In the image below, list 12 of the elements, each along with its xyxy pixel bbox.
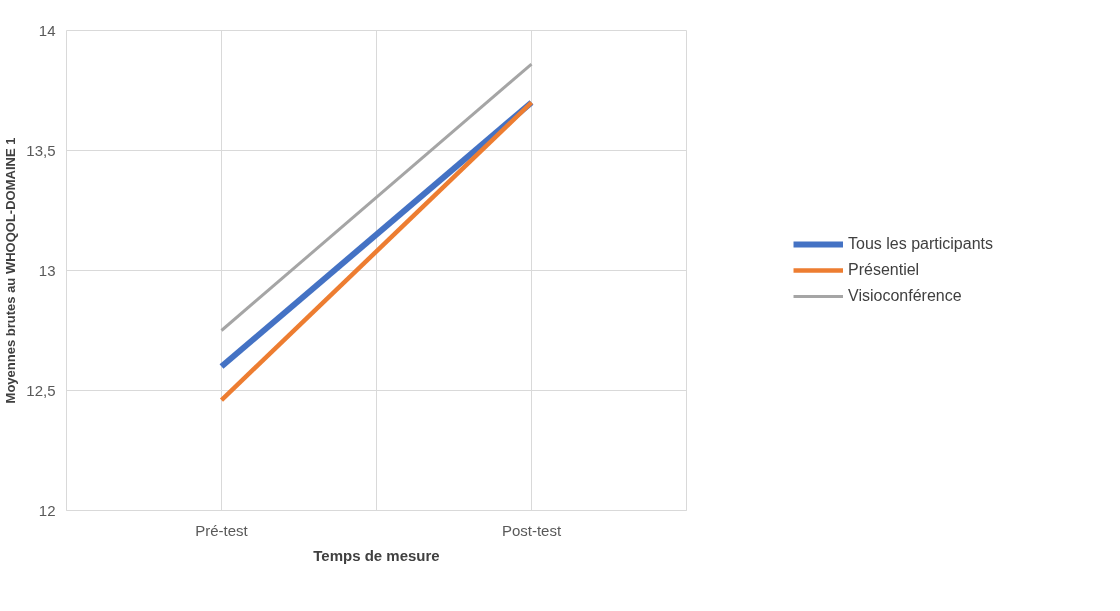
y-tick-label: 14 bbox=[38, 21, 56, 39]
x-axis-title: Temps de mesure bbox=[313, 546, 440, 564]
legend-label: Présentiel bbox=[848, 261, 920, 279]
legend-label: Visioconférence bbox=[848, 287, 962, 305]
y-tick-label: 13,5 bbox=[26, 141, 56, 159]
x-tick-label: Post-test bbox=[501, 521, 562, 539]
legend-label: Tous les participants bbox=[848, 235, 993, 253]
y-tick-label: 13 bbox=[38, 261, 56, 279]
y-axis-title: Moyennes brutes au WHOQOL-DOMAINE 1 bbox=[3, 137, 19, 404]
x-tick-label: Pré-test bbox=[195, 521, 249, 539]
y-tick-label: 12,5 bbox=[26, 381, 56, 399]
y-tick-label: 12 bbox=[38, 501, 56, 519]
